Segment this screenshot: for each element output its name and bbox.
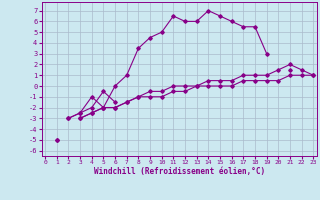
X-axis label: Windchill (Refroidissement éolien,°C): Windchill (Refroidissement éolien,°C) <box>94 167 265 176</box>
